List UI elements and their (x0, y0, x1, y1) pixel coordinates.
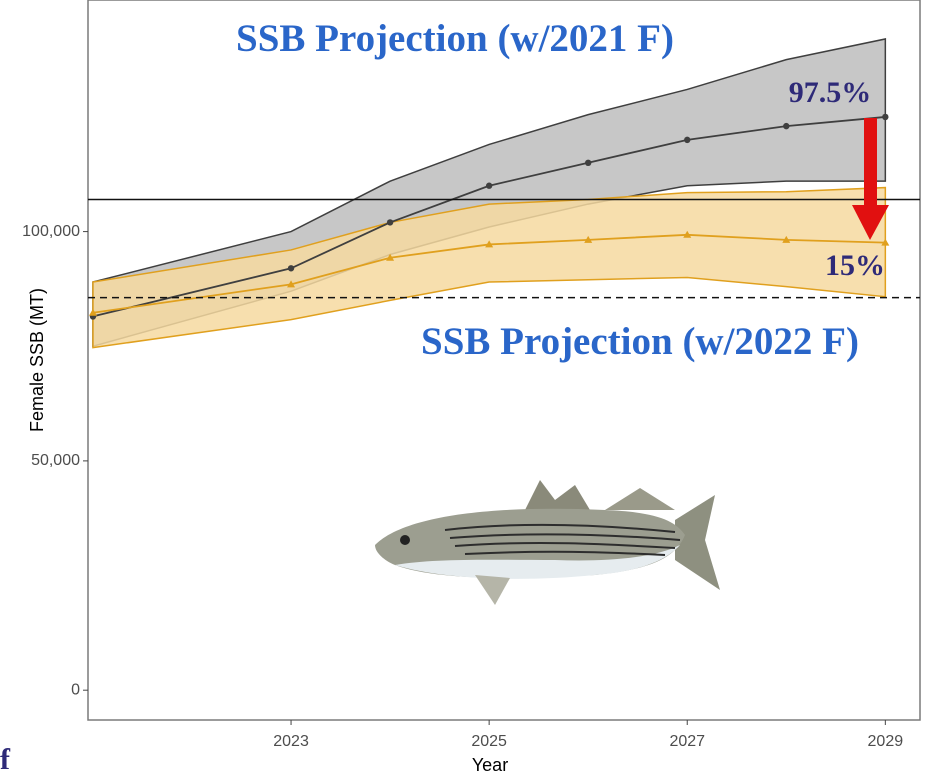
corner-text: f (0, 743, 11, 776)
point (486, 183, 492, 189)
point (882, 114, 888, 120)
point (387, 219, 393, 225)
point (684, 137, 690, 143)
x-tick-label: 2027 (669, 733, 705, 750)
annotation: 97.5% (789, 76, 872, 109)
y-tick-label: 100,000 (22, 223, 80, 240)
annotation: 15% (825, 249, 885, 282)
point (585, 160, 591, 166)
annotation: SSB Projection (w/2022 F) (421, 320, 859, 363)
y-tick-label: 0 (71, 681, 80, 698)
x-tick-label: 2029 (868, 733, 904, 750)
x-tick-label: 2025 (471, 733, 507, 750)
point (783, 123, 789, 129)
annotation: SSB Projection (w/2021 F) (236, 17, 674, 60)
y-axis-label: Female SSB (MT) (27, 288, 47, 432)
x-axis-label: Year (472, 755, 508, 775)
chart: SSB Projection (w/2021 F) 97.5% 15% SSB … (0, 0, 928, 780)
y-tick-label: 50,000 (31, 452, 80, 469)
x-tick-label: 2023 (273, 733, 309, 750)
point (288, 265, 294, 271)
